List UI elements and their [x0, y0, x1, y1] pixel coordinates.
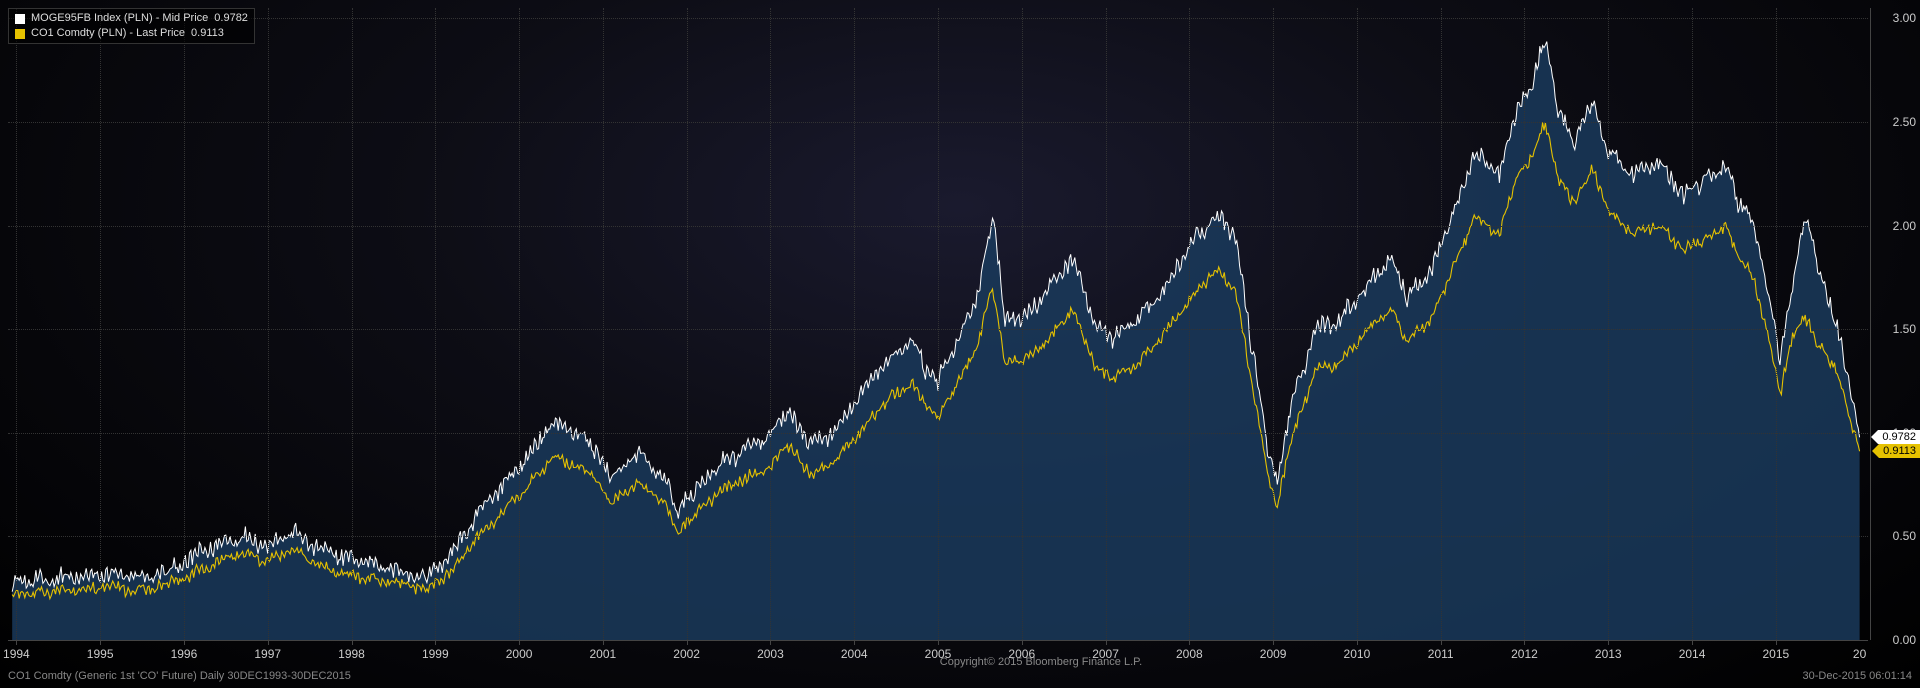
gridline-v [1273, 8, 1274, 640]
x-tick-label: 1995 [87, 647, 114, 661]
x-tick-label: 20 [1853, 647, 1866, 661]
gridline-v [1022, 8, 1023, 640]
x-tick-label: 1994 [3, 647, 30, 661]
x-tick-label: 1999 [422, 647, 449, 661]
x-tick-label: 2008 [1176, 647, 1203, 661]
y-tick-label: 2.00 [1872, 219, 1916, 233]
gridline-v [1608, 8, 1609, 640]
x-tick-label: 1996 [171, 647, 198, 661]
legend-row-1: CO1 Comdty (PLN) - Last Price 0.9113 [15, 26, 248, 41]
x-tick-label: 2000 [506, 647, 533, 661]
y-tick-label: 1.50 [1872, 322, 1916, 336]
gridline-v [100, 8, 101, 640]
x-tick-label: 2001 [590, 647, 617, 661]
legend: MOGE95FB Index (PLN) - Mid Price 0.9782 … [8, 8, 255, 44]
gridline-v [938, 8, 939, 640]
gridline-v [435, 8, 436, 640]
gridline-v [1524, 8, 1525, 640]
footer-description: CO1 Comdty (Generic 1st 'CO' Future) Dai… [8, 670, 351, 682]
x-tick-label: 2010 [1344, 647, 1371, 661]
x-tick-label: 2012 [1511, 647, 1538, 661]
x-tick-label: 2004 [841, 647, 868, 661]
gridline-v [352, 8, 353, 640]
y-tick-label: 0.00 [1872, 633, 1916, 647]
footer-timestamp: 30-Dec-2015 06:01:14 [1803, 670, 1912, 682]
legend-label-0: MOGE95FB Index (PLN) - Mid Price [31, 11, 208, 26]
gridline-v [268, 8, 269, 640]
legend-label-1: CO1 Comdty (PLN) - Last Price [31, 26, 185, 41]
x-tick-label: 2011 [1428, 647, 1454, 661]
gridline-v [1692, 8, 1693, 640]
gridline-v [1357, 8, 1358, 640]
x-axis: 1994199519961997199819992000200120022003… [8, 640, 1868, 660]
x-tick-label: 2002 [673, 647, 700, 661]
gridline-v [770, 8, 771, 640]
y-tick-label: 2.50 [1872, 115, 1916, 129]
bloomberg-price-chart: 0.000.501.001.502.002.503.000.97820.9113… [0, 0, 1920, 688]
x-tick-label: 2003 [757, 647, 784, 661]
gridline-v [1189, 8, 1190, 640]
gridline-v [1776, 8, 1777, 640]
x-tick-label: 2009 [1260, 647, 1287, 661]
series-area-0 [12, 42, 1859, 640]
x-tick-label: 1998 [338, 647, 365, 661]
footer-copyright: Copyright© 2015 Bloomberg Finance L.P. [940, 656, 1142, 668]
legend-swatch-0 [15, 14, 25, 24]
gridline-v [519, 8, 520, 640]
legend-swatch-1 [15, 29, 25, 39]
gridline-v [603, 8, 604, 640]
legend-value-1: 0.9113 [191, 26, 224, 41]
plot-area [8, 8, 1868, 640]
x-tick-label: 2013 [1595, 647, 1622, 661]
gridline-v [184, 8, 185, 640]
x-tick-label: 2014 [1679, 647, 1706, 661]
y-tick-label: 3.00 [1872, 11, 1916, 25]
price-flag-1: 0.9113 [1879, 444, 1920, 458]
y-axis: 0.000.501.001.502.002.503.000.97820.9113 [1870, 8, 1920, 640]
gridline-v [16, 8, 17, 640]
gridline-v [1106, 8, 1107, 640]
gridline-v [687, 8, 688, 640]
legend-value-0: 0.9782 [214, 11, 248, 26]
y-tick-label: 0.50 [1872, 529, 1916, 543]
legend-row-0: MOGE95FB Index (PLN) - Mid Price 0.9782 [15, 11, 248, 26]
gridline-v [854, 8, 855, 640]
x-tick-label: 1997 [254, 647, 281, 661]
gridline-v [1441, 8, 1442, 640]
x-tick-label: 2015 [1762, 647, 1789, 661]
price-flag-0: 0.9782 [1878, 430, 1920, 444]
